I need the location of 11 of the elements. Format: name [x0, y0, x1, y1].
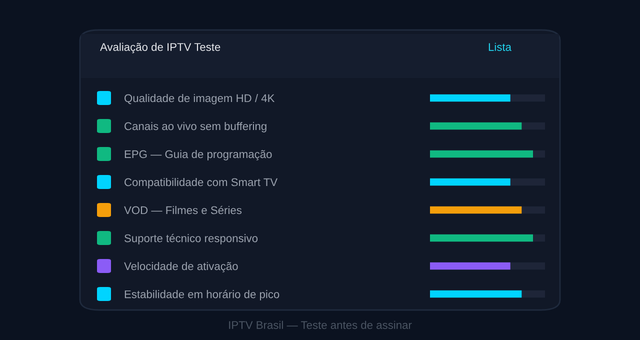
y-tick-label: Suporte técnico responsivo: [124, 234, 258, 244]
text: Avaliação de IPTV Teste: [100, 42, 220, 54]
y-tick-label: EPG — Guia de programação: [124, 150, 272, 160]
text: IPTV Brasil — Teste antes de assinar: [229, 320, 412, 329]
y-tick-label: Estabilidade em horário de pico: [124, 290, 280, 300]
chart-subtitle: Lista: [488, 42, 512, 51]
y-tick-label: Qualidade de imagem HD / 4K: [124, 94, 275, 104]
y-tick-label: Compatibilidade com Smart TV: [124, 178, 278, 188]
y-tick-label: VOD — Filmes e Séries: [124, 206, 242, 214]
y-tick-label: Velocidade de ativação: [124, 262, 238, 272]
y-tick-label: Canais ao vivo sem buffering: [124, 122, 266, 132]
